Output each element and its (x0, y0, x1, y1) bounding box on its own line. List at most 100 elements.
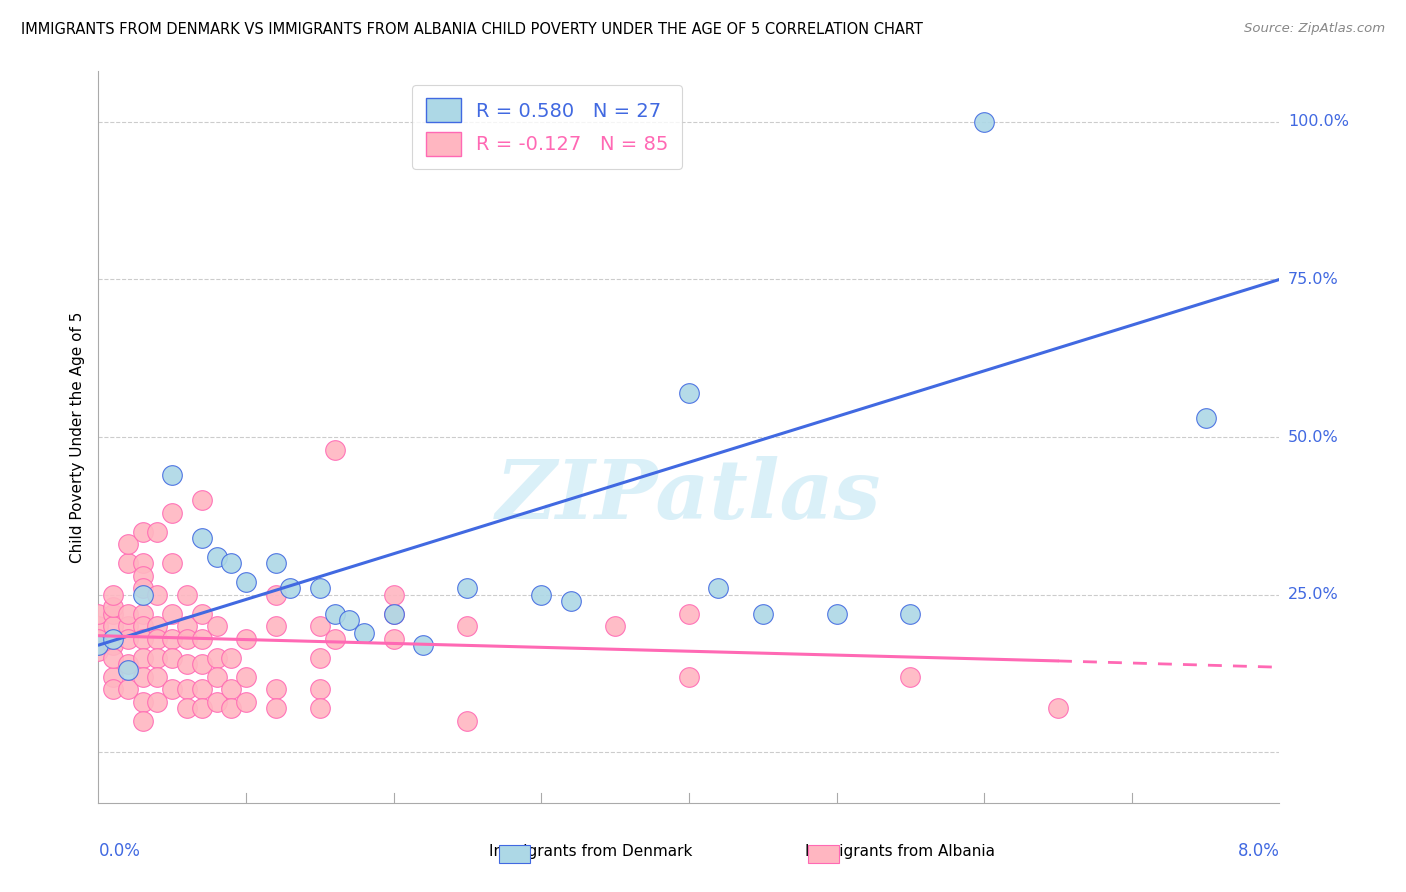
Point (117, 556, 139, 570)
Point (191, 657, 214, 671)
Point (308, 682, 332, 697)
Point (264, 556, 287, 570)
Point (235, 670, 257, 684)
Point (235, 575, 257, 590)
Point (162, 632, 183, 646)
Point (308, 650, 332, 665)
Text: Immigrants from Albania: Immigrants from Albania (804, 845, 995, 859)
Point (678, 386, 700, 401)
Point (132, 650, 155, 665)
Point (382, 632, 405, 646)
Point (219, 556, 242, 570)
Point (103, 682, 124, 697)
Point (132, 670, 155, 684)
Point (132, 588, 155, 602)
Point (973, 115, 995, 129)
Point (308, 619, 332, 633)
Point (146, 632, 169, 646)
Point (146, 524, 169, 539)
Point (103, 650, 124, 665)
Point (146, 670, 169, 684)
Point (1046, 701, 1069, 715)
Point (898, 670, 921, 684)
Point (560, 594, 582, 608)
Point (337, 613, 360, 627)
Point (825, 607, 848, 621)
Point (308, 582, 332, 596)
Point (132, 714, 155, 728)
Point (162, 682, 183, 697)
Point (117, 607, 139, 621)
Point (382, 588, 405, 602)
Y-axis label: Child Poverty Under the Age of 5: Child Poverty Under the Age of 5 (69, 311, 84, 563)
Point (191, 632, 214, 646)
Point (176, 682, 198, 697)
Point (146, 695, 169, 709)
Point (176, 657, 198, 671)
Point (219, 650, 242, 665)
Point (176, 588, 198, 602)
Text: 50.0%: 50.0% (1288, 430, 1339, 444)
Point (162, 506, 183, 520)
Point (530, 588, 553, 602)
Text: IMMIGRANTS FROM DENMARK VS IMMIGRANTS FROM ALBANIA CHILD POVERTY UNDER THE AGE O: IMMIGRANTS FROM DENMARK VS IMMIGRANTS FR… (21, 22, 922, 37)
Point (382, 607, 405, 621)
Point (117, 657, 139, 671)
Point (162, 607, 183, 621)
Point (117, 682, 139, 697)
Point (191, 493, 214, 508)
Point (146, 588, 169, 602)
Point (117, 632, 139, 646)
Point (412, 638, 434, 652)
Point (117, 537, 139, 551)
Point (678, 670, 700, 684)
Point (264, 619, 287, 633)
Point (132, 556, 155, 570)
Point (678, 607, 700, 621)
Text: 25.0%: 25.0% (1288, 587, 1339, 602)
Point (103, 600, 124, 615)
Point (176, 632, 198, 646)
Point (103, 588, 124, 602)
Point (235, 695, 257, 709)
Point (456, 714, 478, 728)
Point (278, 582, 301, 596)
Text: 75.0%: 75.0% (1288, 272, 1339, 287)
Point (132, 619, 155, 633)
Point (103, 607, 124, 621)
Point (132, 524, 155, 539)
Point (456, 582, 478, 596)
Point (103, 632, 124, 646)
Point (132, 695, 155, 709)
Point (205, 619, 228, 633)
Point (117, 619, 139, 633)
Point (87, 632, 110, 646)
Point (382, 607, 405, 621)
Point (87, 607, 110, 621)
Point (162, 650, 183, 665)
Point (898, 607, 921, 621)
Point (176, 619, 198, 633)
Point (308, 701, 332, 715)
Point (707, 582, 730, 596)
Text: Immigrants from Denmark: Immigrants from Denmark (489, 845, 692, 859)
Point (264, 682, 287, 697)
Point (605, 619, 627, 633)
Point (103, 638, 124, 652)
Point (132, 569, 155, 583)
Point (162, 556, 183, 570)
Point (103, 670, 124, 684)
Text: 100.0%: 100.0% (1288, 114, 1348, 129)
Point (219, 701, 242, 715)
Point (87, 619, 110, 633)
Point (87, 644, 110, 658)
Point (205, 695, 228, 709)
Legend: R = 0.580   N = 27, R = -0.127   N = 85: R = 0.580 N = 27, R = -0.127 N = 85 (412, 85, 682, 169)
Point (1194, 411, 1216, 425)
Point (162, 467, 183, 482)
Point (353, 625, 375, 640)
Point (323, 632, 346, 646)
Point (205, 670, 228, 684)
Text: ZIPatlas: ZIPatlas (496, 456, 882, 535)
Point (323, 442, 346, 457)
